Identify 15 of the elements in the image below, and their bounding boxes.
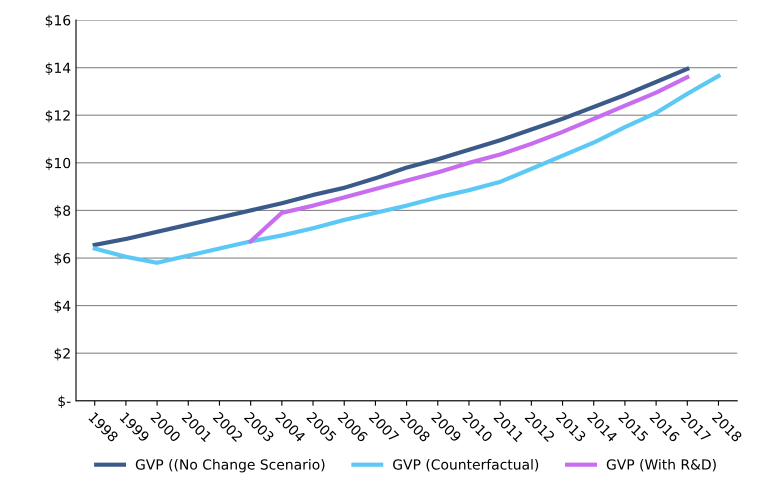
y-tick-label: $16 <box>46 14 70 28</box>
y-tick-label: $14 <box>46 62 70 75</box>
y-tick-label: $10 <box>46 158 70 170</box>
y-tick-label: $8 <box>54 205 70 218</box>
legend-label: GVP (With R&D) <box>606 458 716 472</box>
y-tick-label: $- <box>58 396 70 408</box>
legend-label: GVP (Counterfactual) <box>393 458 538 472</box>
y-tick-label: $2 <box>54 348 70 361</box>
y-tick-label: $6 <box>54 252 70 266</box>
line-series <box>92 74 721 265</box>
line-series <box>92 66 690 248</box>
y-tick-label: $12 <box>46 110 70 123</box>
line-series <box>248 75 690 244</box>
y-tick-label: $4 <box>54 300 70 313</box>
legend-label: GVP ((No Change Scenario) <box>136 458 324 472</box>
